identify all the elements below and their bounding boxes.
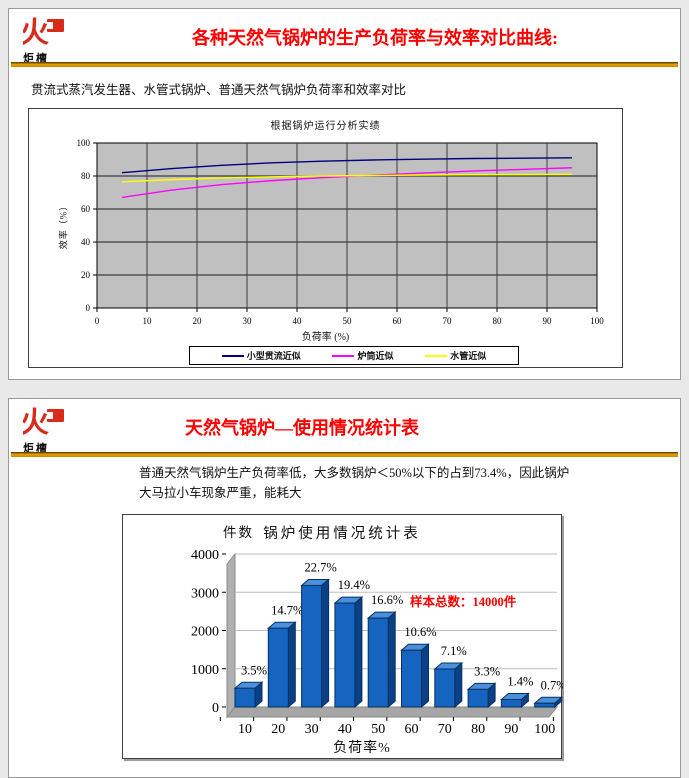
svg-text:40: 40: [81, 237, 91, 247]
legend-label: 炉筒近似: [357, 351, 394, 361]
slide2-title: 天然气锅炉—使用情况统计表: [185, 418, 419, 438]
svg-text:7.1%: 7.1%: [441, 644, 467, 658]
svg-text:0.7%: 0.7%: [541, 678, 563, 692]
svg-text:100: 100: [590, 316, 604, 326]
slide-2: 火 炬檀 天然气锅炉—使用情况统计表 普通天然气锅炉生产负荷率低，大多数锅炉＜5…: [8, 398, 681, 778]
company-logo: 火 炬檀: [20, 15, 71, 66]
line-chart-title: 根据锅炉运行分析实绩: [270, 121, 381, 132]
svg-text:80: 80: [81, 171, 91, 181]
flame-logo-icon: 火: [20, 17, 64, 49]
svg-text:60: 60: [393, 316, 403, 326]
svg-text:10.6%: 10.6%: [404, 625, 436, 639]
svg-text:样本总数：14000件: 样本总数：14000件: [410, 594, 517, 609]
svg-text:30: 30: [243, 316, 253, 326]
line-chart: 根据锅炉运行分析实绩 0 20 40 60 80 100 0 10 20 30 40 50 60 70 80…: [28, 108, 623, 368]
svg-text:16.6%: 16.6%: [371, 593, 403, 607]
slide2-body: 普通天然气锅炉生产负荷率低，大多数锅炉＜50%以下的占到73.4%，因此锅炉大马…: [139, 466, 570, 500]
legend-swatch: [332, 354, 355, 357]
slide-1: 火 炬檀 各种天然气锅炉的生产负荷率与效率对比曲线: 贯流式蒸汽发生器、水管式锅…: [8, 8, 681, 380]
svg-text:22.7%: 22.7%: [304, 560, 336, 574]
svg-text:10: 10: [238, 722, 252, 737]
svg-text:0: 0: [95, 316, 100, 326]
line-chart-legend: 小型贯流近似 炉筒近似 水管近似: [189, 346, 519, 365]
svg-text:100: 100: [534, 722, 555, 737]
svg-text:14.7%: 14.7%: [271, 603, 303, 617]
svg-text:30: 30: [305, 722, 319, 737]
svg-text:3.3%: 3.3%: [474, 664, 500, 678]
svg-text:10: 10: [143, 316, 153, 326]
flame-logo-icon: 火: [20, 407, 64, 439]
svg-text:100: 100: [77, 138, 91, 148]
legend-item: 小型贯流近似: [221, 349, 301, 362]
svg-text:40: 40: [338, 722, 352, 737]
svg-text:2000: 2000: [191, 625, 219, 640]
svg-text:70: 70: [443, 316, 453, 326]
svg-text:90: 90: [543, 316, 553, 326]
svg-text:90: 90: [504, 722, 518, 737]
line-chart-ylabel: 效率（%）: [58, 200, 69, 250]
svg-text:0: 0: [86, 303, 91, 313]
svg-text:20: 20: [271, 722, 285, 737]
company-logo: 火 炬檀: [20, 405, 71, 456]
slide1-title: 各种天然气锅炉的生产负荷率与效率对比曲线:: [192, 28, 558, 48]
svg-text:1.4%: 1.4%: [507, 675, 533, 689]
svg-text:60: 60: [405, 722, 419, 737]
svg-text:40: 40: [293, 316, 303, 326]
bar-chart-title: 锅炉使用情况统计表: [263, 526, 421, 542]
svg-text:3.5%: 3.5%: [241, 663, 267, 677]
legend-label: 小型贯流近似: [246, 351, 301, 361]
line-chart-xlabel: 负荷率 (%): [301, 332, 350, 343]
svg-text:80: 80: [493, 316, 503, 326]
svg-text:50: 50: [371, 722, 385, 737]
svg-text:火: 火: [23, 17, 49, 47]
legend-swatch: [221, 354, 244, 357]
bar-chart-xlabel: 负荷率%: [333, 741, 391, 756]
bar-chart-ylabel: 件数: [223, 525, 254, 540]
svg-text:20: 20: [193, 316, 203, 326]
header-rule: [11, 452, 678, 457]
header-rule: [11, 62, 678, 67]
svg-text:70: 70: [438, 722, 452, 737]
svg-text:60: 60: [81, 204, 91, 214]
svg-text:火: 火: [23, 407, 49, 437]
svg-text:80: 80: [471, 722, 485, 737]
svg-text:1000: 1000: [191, 663, 219, 678]
svg-text:20: 20: [81, 270, 91, 280]
line-chart-canvas: 0 20 40 60 80 100 0 10 20 30 40 50 60 70 80 90 100: [77, 138, 605, 326]
slide1-subtitle: 贯流式蒸汽发生器、水管式锅炉、普通天然气锅炉负荷率和效率对比: [31, 83, 407, 97]
legend-item: 炉筒近似: [332, 349, 394, 362]
svg-text:19.4%: 19.4%: [338, 578, 370, 592]
legend-item: 水管近似: [425, 349, 486, 362]
svg-text:50: 50: [343, 316, 353, 326]
svg-text:4000: 4000: [191, 548, 219, 563]
svg-text:0: 0: [212, 701, 219, 716]
legend-swatch: [425, 354, 448, 357]
legend-label: 水管近似: [450, 351, 487, 361]
bar-chart-canvas: 0 1000 2000 3000 4000 3.5% 10 14.7% 20 22.7% 30 19.…: [191, 548, 563, 737]
svg-text:3000: 3000: [191, 586, 219, 601]
bar-chart: 锅炉使用情况统计表 件数 0 1000 2000 3000 4000 3.5% 10 14.7…: [122, 514, 563, 759]
